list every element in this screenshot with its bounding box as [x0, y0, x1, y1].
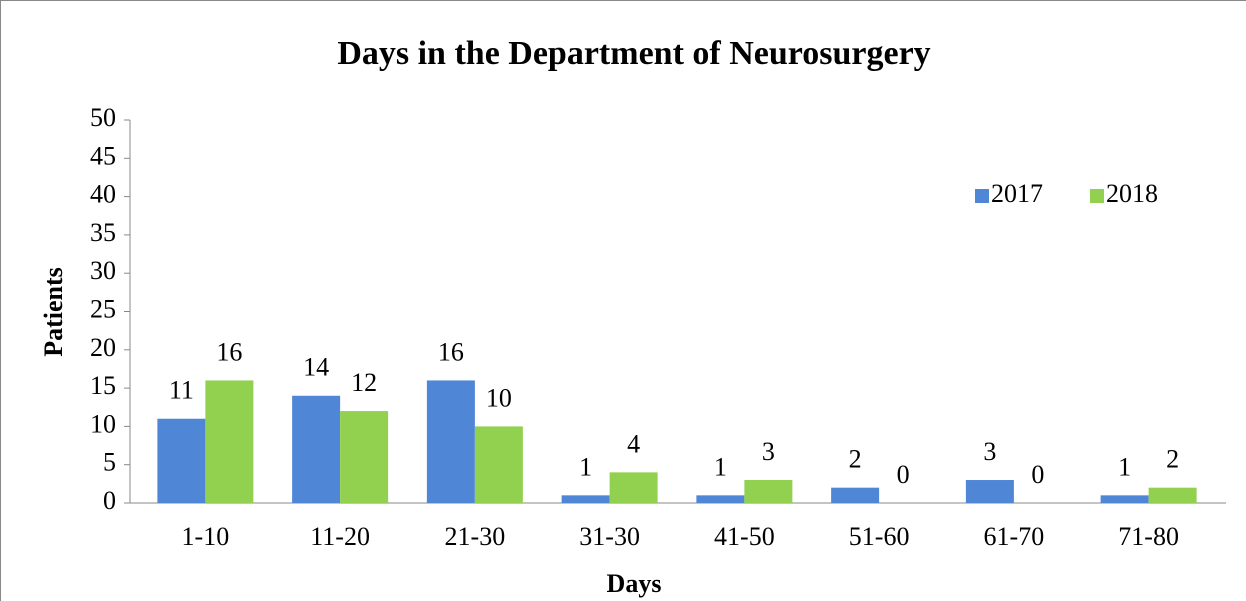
data-label: 16 — [216, 337, 242, 366]
x-tick-label: 21-30 — [445, 522, 506, 551]
bar — [609, 472, 658, 503]
x-axis-title: Days — [607, 569, 662, 598]
data-label: 4 — [627, 429, 640, 458]
bar — [965, 480, 1014, 503]
bar — [340, 411, 389, 503]
data-label: 0 — [897, 460, 910, 489]
x-tick-label: 11-20 — [310, 522, 370, 551]
y-tick-label: 10 — [90, 409, 116, 438]
x-tick-label: 31-30 — [579, 522, 640, 551]
bar — [561, 495, 610, 503]
data-label: 1 — [579, 452, 592, 481]
bar — [474, 426, 523, 503]
data-label: 0 — [1031, 460, 1044, 489]
bar — [1100, 495, 1149, 503]
y-tick-label: 15 — [90, 371, 116, 400]
x-tick-label: 71-80 — [1118, 522, 1179, 551]
y-tick-label: 20 — [90, 333, 116, 362]
y-tick-label: 25 — [90, 294, 116, 323]
bar — [1148, 487, 1197, 503]
data-label: 2 — [1166, 445, 1179, 474]
data-label: 2 — [849, 445, 862, 474]
data-label: 11 — [169, 376, 194, 405]
bar — [696, 495, 745, 503]
y-tick-label: 5 — [103, 448, 116, 477]
data-label: 10 — [486, 383, 512, 412]
bar — [205, 380, 254, 503]
bar — [292, 395, 341, 503]
x-tick-label: 51-60 — [849, 522, 910, 551]
x-tick-label: 61-70 — [984, 522, 1045, 551]
y-tick-label: 40 — [90, 180, 116, 209]
data-label: 14 — [303, 353, 329, 382]
bar — [426, 380, 475, 503]
y-tick-label: 0 — [103, 486, 116, 515]
data-label: 3 — [762, 437, 775, 466]
y-axis-title: Patients — [39, 267, 68, 357]
legend-label: 2017 — [991, 179, 1043, 208]
data-label: 12 — [351, 368, 377, 397]
y-tick-label: 45 — [90, 141, 116, 170]
data-label: 1 — [1118, 452, 1131, 481]
chart-title: Days in the Department of Neurosurgery — [337, 35, 930, 72]
data-label: 1 — [714, 452, 727, 481]
y-tick-label: 35 — [90, 218, 116, 247]
bar — [157, 418, 206, 503]
x-tick-label: 1-10 — [182, 522, 230, 551]
y-tick-label: 50 — [90, 103, 116, 132]
bar — [744, 480, 793, 503]
data-label: 16 — [438, 337, 464, 366]
bar — [831, 487, 880, 503]
legend-label: 2018 — [1106, 179, 1158, 208]
legend-swatch — [1090, 189, 1104, 203]
legend-swatch — [975, 189, 989, 203]
data-label: 3 — [983, 437, 996, 466]
y-tick-label: 30 — [90, 256, 116, 285]
x-tick-label: 41-50 — [714, 522, 775, 551]
